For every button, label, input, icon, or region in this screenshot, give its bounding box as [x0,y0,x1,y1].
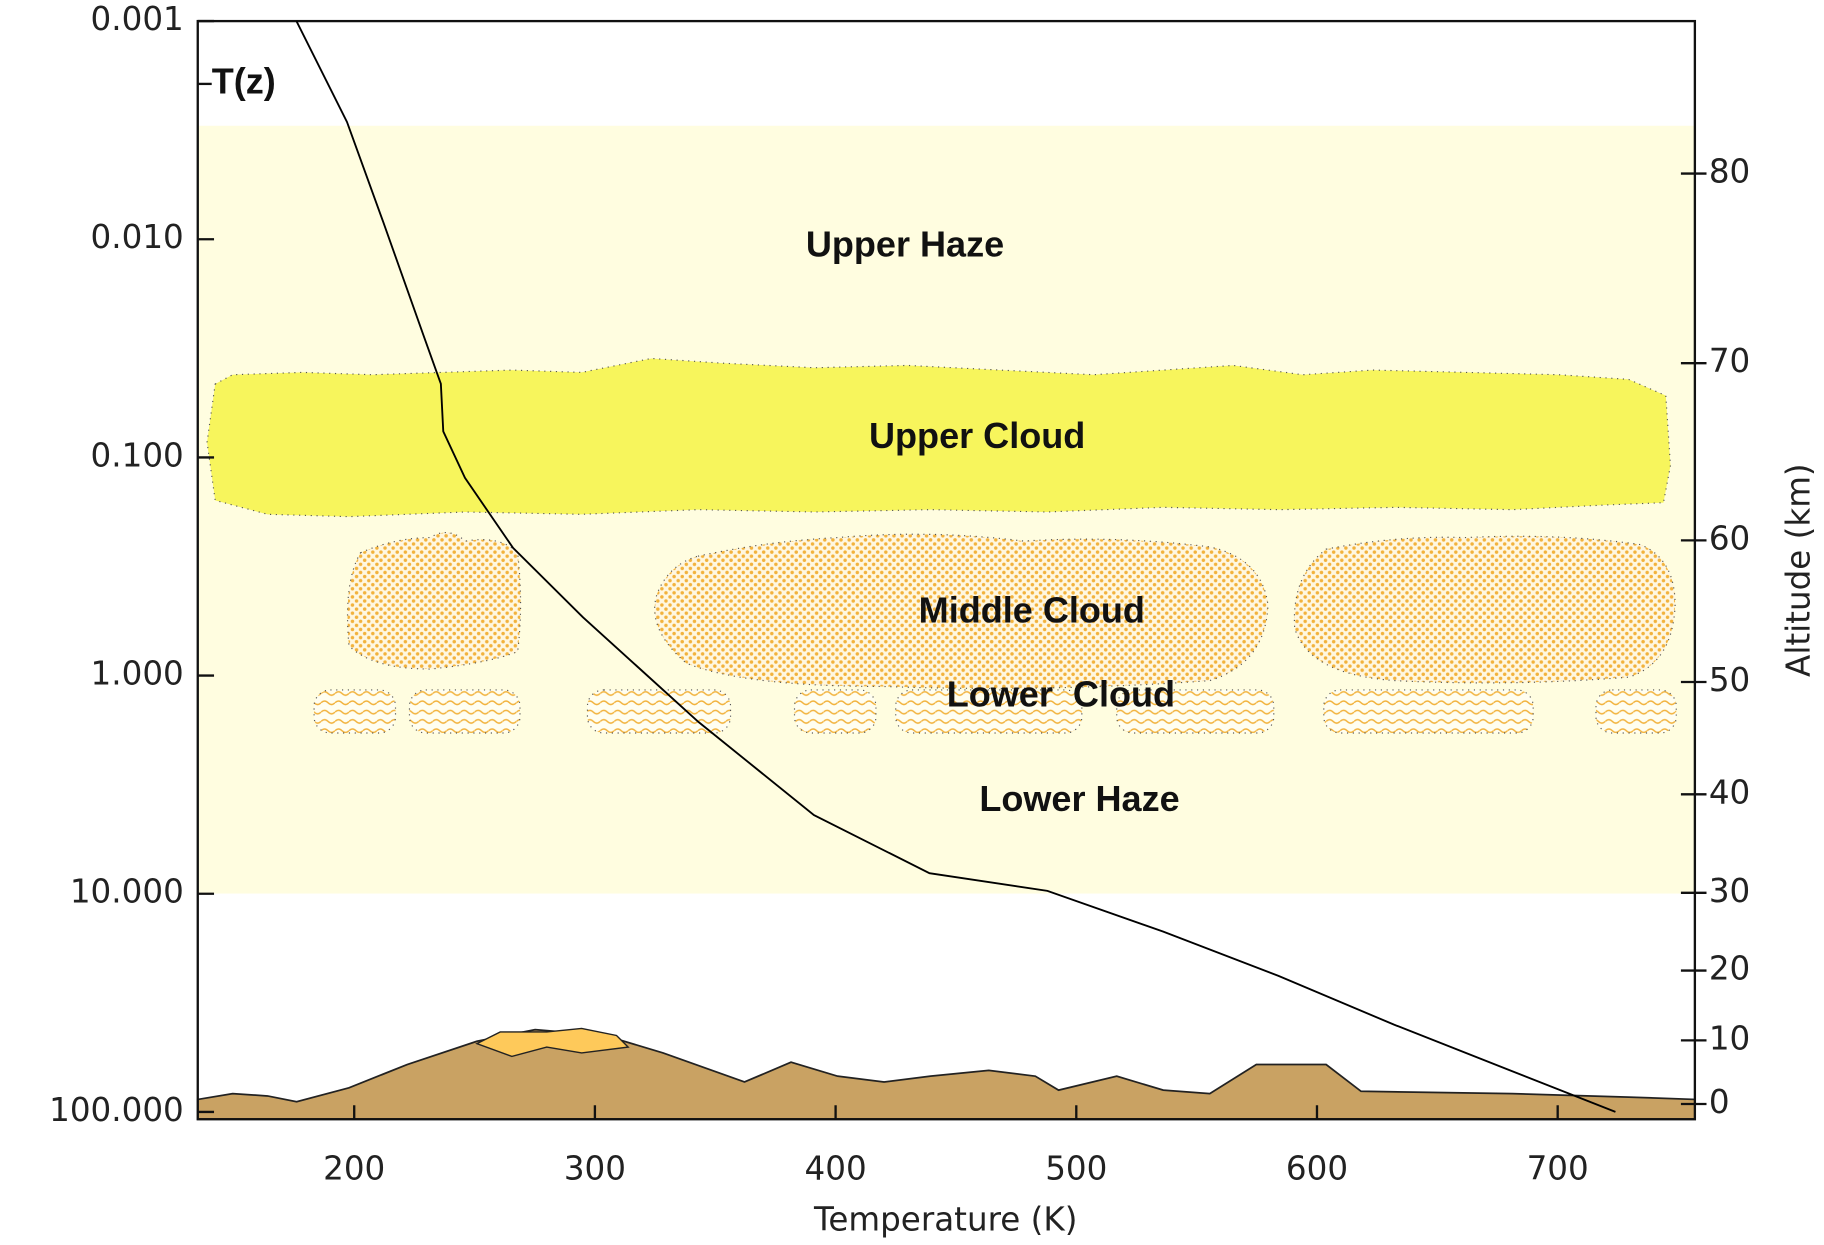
y2-axis-title: Altitude (km) [1780,463,1818,677]
page: Upper Haze Upper Cloud Middle Cloud Lowe… [0,0,1824,1245]
y-tick-label: 0.100 [91,436,184,474]
y2-tick-label: 10 [1709,1019,1750,1057]
x-tick-label: 400 [805,1149,867,1187]
annotation: Lower Haze [979,778,1179,819]
y-tick-label: 0.001 [91,0,184,38]
terrain [198,1030,1695,1120]
y-tick-label: 0.010 [91,218,184,256]
y2-tick-label: 60 [1709,519,1750,557]
y-tick-label: 1.000 [91,655,184,693]
annotation: Middle Cloud [919,590,1145,631]
y2-tick-label: 50 [1709,661,1750,699]
cloud-blob [1324,690,1533,733]
cloud-blob [348,533,521,670]
x-tick-label: 600 [1286,1149,1348,1187]
x-tick-label: 300 [564,1149,626,1187]
legend-label: T(z) [212,60,276,101]
cloud-blob [587,690,730,733]
annotation: Upper Cloud [869,415,1085,456]
x-tick-label: 500 [1045,1149,1107,1187]
y2-tick-label: 40 [1709,773,1750,811]
cloud-blob [1596,690,1676,733]
cloud-blob [795,690,876,733]
cloud-blob [314,690,395,733]
y2-tick-label: 0 [1709,1083,1730,1121]
y2-tick-label: 20 [1709,950,1750,988]
annotation: Lower Cloud [947,673,1175,714]
cloud-blob [409,690,520,733]
y-tick-label: 10.000 [70,873,184,911]
y-tick-label: 100.000 [49,1091,184,1129]
cloud-blob [1294,536,1675,683]
annotation: Upper Haze [806,223,1004,264]
chart: Upper Haze Upper Cloud Middle Cloud Lowe… [0,0,1824,1245]
x-tick-label: 200 [323,1149,385,1187]
x-axis-title: Temperature (K) [813,1201,1077,1239]
y2-tick-label: 80 [1709,153,1750,191]
x-tick-label: 700 [1527,1149,1589,1187]
y2-tick-label: 70 [1709,342,1750,380]
y2-tick-label: 30 [1709,872,1750,910]
